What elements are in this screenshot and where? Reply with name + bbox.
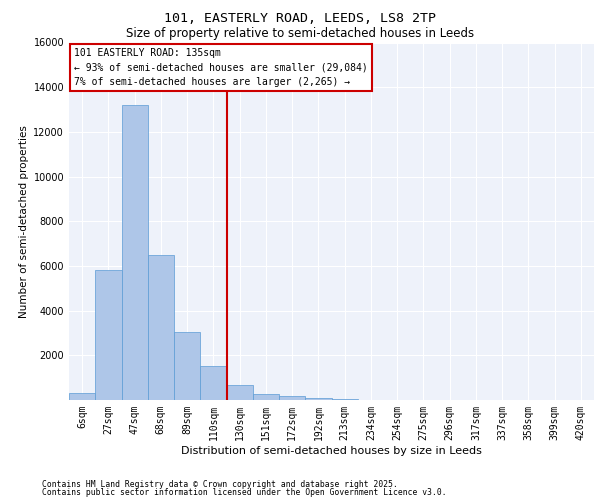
Bar xyxy=(148,255,174,400)
Bar xyxy=(95,270,121,400)
Bar xyxy=(253,394,279,400)
Bar xyxy=(69,394,95,400)
Text: Contains HM Land Registry data © Crown copyright and database right 2025.: Contains HM Land Registry data © Crown c… xyxy=(42,480,398,489)
Bar xyxy=(279,396,305,400)
Bar xyxy=(331,399,358,400)
Bar xyxy=(121,105,148,400)
Text: 101, EASTERLY ROAD, LEEDS, LS8 2TP: 101, EASTERLY ROAD, LEEDS, LS8 2TP xyxy=(164,12,436,26)
Text: 101 EASTERLY ROAD: 135sqm
← 93% of semi-detached houses are smaller (29,084)
7% : 101 EASTERLY ROAD: 135sqm ← 93% of semi-… xyxy=(74,48,368,88)
Bar xyxy=(174,332,200,400)
Text: Contains public sector information licensed under the Open Government Licence v3: Contains public sector information licen… xyxy=(42,488,446,497)
Bar xyxy=(200,366,227,400)
X-axis label: Distribution of semi-detached houses by size in Leeds: Distribution of semi-detached houses by … xyxy=(181,446,482,456)
Text: Size of property relative to semi-detached houses in Leeds: Size of property relative to semi-detach… xyxy=(126,28,474,40)
Bar xyxy=(227,386,253,400)
Y-axis label: Number of semi-detached properties: Number of semi-detached properties xyxy=(19,125,29,318)
Bar xyxy=(305,398,331,400)
